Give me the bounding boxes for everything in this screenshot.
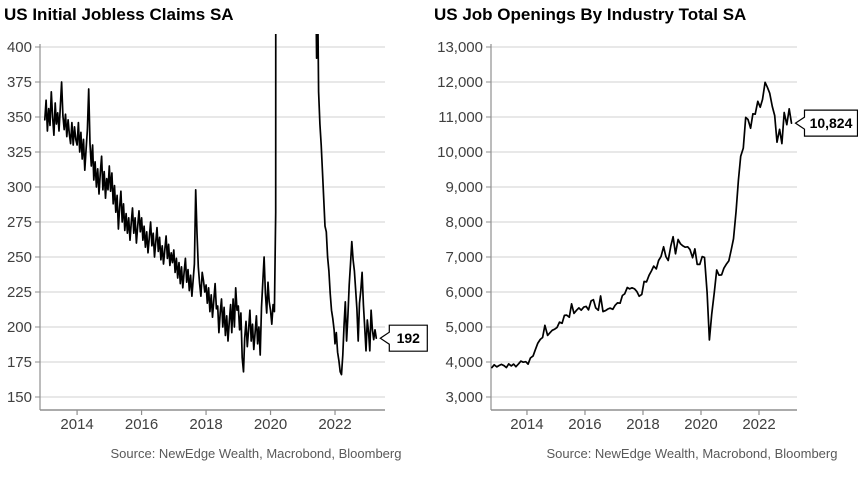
value-callout-label: 10,824 xyxy=(810,115,853,131)
chart-panel-job-openings: US Job Openings By Industry Total SA 3,0… xyxy=(430,0,858,477)
y-tick-label: 10,000 xyxy=(437,144,483,161)
x-tick-label: 2020 xyxy=(684,416,717,433)
job-openings-chart-title: US Job Openings By Industry Total SA xyxy=(434,5,747,24)
y-tick-label: 300 xyxy=(7,179,32,196)
y-tick-label: 8,000 xyxy=(445,214,483,231)
x-tick-label: 2014 xyxy=(510,416,543,433)
y-tick-label: 9,000 xyxy=(445,179,483,196)
y-tick-label: 7,000 xyxy=(445,249,483,266)
jobless-claims-line-chart: 150 175 200 225 250 275 300 325 350 375 400 2014 201… xyxy=(7,34,428,433)
y-tick-label: 3,000 xyxy=(445,389,483,406)
y-tick-label: 4,000 xyxy=(445,354,483,371)
x-tick-label: 2020 xyxy=(254,416,287,433)
y-tick-label: 250 xyxy=(7,249,32,266)
value-callout-bubble xyxy=(794,109,858,137)
x-tick-label: 2022 xyxy=(742,416,775,433)
y-tick-label: 175 xyxy=(7,354,32,371)
job-openings-line-chart: 3,000 4,000 5,000 6,000 7,000 8,000 9,000 10,00… xyxy=(437,39,858,433)
y-tick-label: 325 xyxy=(7,144,32,161)
y-tick-label: 200 xyxy=(7,319,32,336)
jobless-claims-source-attribution: Source: NewEdge Wealth, Macrobond, Bloom… xyxy=(110,446,402,461)
y-tick-label: 400 xyxy=(7,39,32,56)
series-group xyxy=(491,81,793,369)
y-tick-label: 225 xyxy=(7,284,32,301)
y-tick-label: 150 xyxy=(7,389,32,406)
value-callout-bubble xyxy=(379,324,428,352)
value-callout-label: 192 xyxy=(397,330,421,346)
chart-panel-jobless-claims: US Initial Jobless Claims SA 150 175 200 22… xyxy=(4,5,428,461)
x-tick-label: 2016 xyxy=(125,416,158,433)
y-tick-label: 350 xyxy=(7,109,32,126)
y-tick-label: 5,000 xyxy=(445,319,483,336)
y-tick-label: 275 xyxy=(7,214,32,231)
x-tick-label: 2016 xyxy=(568,416,601,433)
x-tick-label: 2018 xyxy=(626,416,659,433)
series-line xyxy=(491,81,793,369)
series-line xyxy=(43,34,378,376)
y-tick-label: 13,000 xyxy=(437,39,483,56)
x-tick-label: 2022 xyxy=(318,416,351,433)
x-tick-label: 2014 xyxy=(60,416,93,433)
job-openings-source-attribution: Source: NewEdge Wealth, Macrobond, Bloom… xyxy=(546,446,838,461)
x-tick-label: 2018 xyxy=(189,416,222,433)
y-tick-label: 375 xyxy=(7,74,32,91)
y-tick-label: 6,000 xyxy=(445,284,483,301)
y-tick-label: 12,000 xyxy=(437,74,483,91)
series-group xyxy=(43,34,378,376)
y-tick-label: 11,000 xyxy=(438,109,483,126)
jobless-claims-chart-title: US Initial Jobless Claims SA xyxy=(4,5,234,24)
